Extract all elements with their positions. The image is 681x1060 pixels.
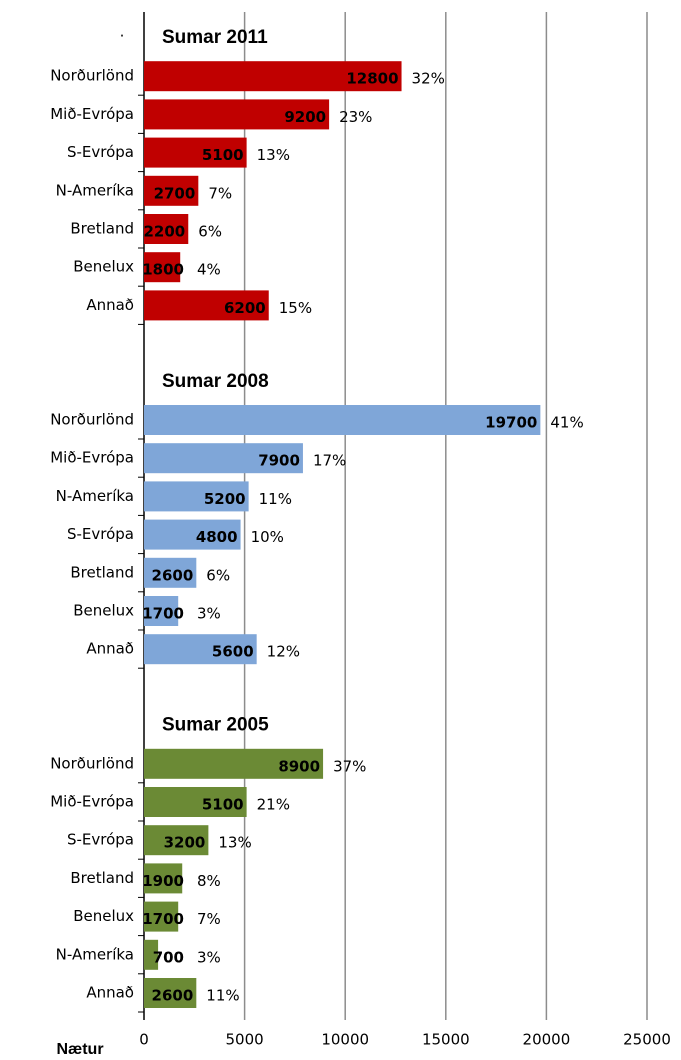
- x-tick-label: 20000: [523, 1031, 571, 1049]
- value-label: 7900: [258, 452, 300, 470]
- y-tick-label: Bretland: [70, 563, 134, 581]
- bar: [144, 596, 179, 626]
- x-axis-label: Nætur: [56, 1041, 103, 1058]
- value-label: 1800: [142, 261, 184, 279]
- share-label: 37%: [333, 757, 366, 775]
- x-tick-label: 15000: [422, 1031, 470, 1049]
- bar: [144, 748, 324, 779]
- group-title: Sumar 2005: [162, 715, 269, 736]
- value-label: 1900: [142, 872, 184, 890]
- bar: [144, 252, 181, 283]
- value-label: 5100: [202, 796, 244, 814]
- value-label: 2700: [154, 184, 196, 202]
- y-tick-label: Annað: [86, 984, 134, 1002]
- bar: [144, 175, 199, 206]
- value-label: 8900: [278, 757, 320, 775]
- bar: [144, 99, 330, 130]
- share-label: 6%: [206, 566, 230, 584]
- value-label: 4800: [196, 528, 238, 546]
- bar: [144, 519, 241, 550]
- bar: [144, 557, 197, 588]
- share-label: 15%: [279, 299, 312, 317]
- share-label: 11%: [206, 987, 239, 1005]
- value-label: 19700: [485, 414, 537, 432]
- y-tick-label: Benelux: [73, 907, 134, 925]
- y-tick-label: Mið-Evrópa: [50, 449, 134, 467]
- bar: [144, 481, 249, 512]
- share-label: 41%: [550, 414, 583, 432]
- x-tick-label: 5000: [226, 1031, 264, 1049]
- share-label: 7%: [197, 910, 221, 928]
- share-label: 10%: [251, 528, 284, 546]
- value-label: 1700: [142, 910, 184, 928]
- top-label: .: [120, 23, 125, 41]
- share-label: 3%: [197, 605, 221, 623]
- y-tick-label: Norðurlönd: [50, 67, 134, 85]
- value-label: 1700: [142, 605, 184, 623]
- value-label: 700: [153, 948, 184, 966]
- share-label: 4%: [197, 261, 221, 279]
- bar: [144, 787, 247, 817]
- y-tick-label: S-Evrópa: [67, 831, 134, 849]
- y-tick-label: Annað: [86, 296, 134, 314]
- share-label: 23%: [339, 108, 372, 126]
- x-tick-label: 10000: [321, 1031, 369, 1049]
- x-tick-label: 0: [139, 1031, 149, 1049]
- share-label: 6%: [198, 223, 222, 241]
- bar: [144, 634, 257, 665]
- y-tick-label: N-Ameríka: [56, 181, 134, 199]
- value-label: 9200: [284, 108, 326, 126]
- bar: [144, 290, 269, 321]
- y-tick-label: Mið-Evrópa: [50, 793, 134, 811]
- share-label: 13%: [218, 834, 251, 852]
- value-label: 3200: [164, 834, 206, 852]
- group-title: Sumar 2011: [162, 27, 268, 48]
- value-label: 2600: [152, 566, 194, 584]
- bar: [144, 61, 402, 92]
- y-tick-label: Norðurlönd: [50, 411, 134, 429]
- share-label: 21%: [257, 796, 290, 814]
- bar: [144, 443, 303, 474]
- value-label: 5200: [204, 490, 246, 508]
- bar: [144, 137, 247, 168]
- share-label: 11%: [259, 490, 292, 508]
- y-tick-label: Annað: [86, 640, 134, 658]
- bar: [144, 978, 197, 1008]
- y-tick-label: Benelux: [73, 602, 134, 620]
- share-label: 32%: [412, 70, 445, 88]
- bar: [144, 939, 159, 970]
- group-title: Sumar 2008: [162, 371, 269, 392]
- value-label: 5100: [202, 146, 244, 164]
- bar: [144, 901, 179, 932]
- share-label: 12%: [267, 643, 300, 661]
- y-tick-label: N-Ameríka: [56, 487, 134, 505]
- share-label: 3%: [197, 948, 221, 966]
- share-label: 17%: [313, 452, 346, 470]
- value-label: 2600: [152, 987, 194, 1005]
- y-tick-label: S-Evrópa: [67, 525, 134, 543]
- y-tick-label: S-Evrópa: [67, 143, 134, 161]
- value-label: 6200: [224, 299, 266, 317]
- x-tick-label: 25000: [623, 1031, 671, 1049]
- value-label: 12800: [346, 70, 398, 88]
- value-label: 5600: [212, 643, 254, 661]
- bar: [144, 863, 183, 894]
- bar: [144, 825, 209, 856]
- value-label: 2200: [144, 223, 186, 241]
- share-label: 13%: [257, 146, 290, 164]
- y-tick-label: Norðurlönd: [50, 754, 134, 772]
- y-tick-label: N-Ameríka: [56, 945, 134, 963]
- y-tick-label: Mið-Evrópa: [50, 105, 134, 123]
- y-tick-label: Bretland: [70, 220, 134, 238]
- y-tick-label: Benelux: [73, 258, 134, 276]
- bar: [144, 214, 189, 244]
- bar: [144, 405, 541, 435]
- share-label: 7%: [208, 184, 232, 202]
- y-tick-label: Bretland: [70, 869, 134, 887]
- share-label: 8%: [197, 872, 221, 890]
